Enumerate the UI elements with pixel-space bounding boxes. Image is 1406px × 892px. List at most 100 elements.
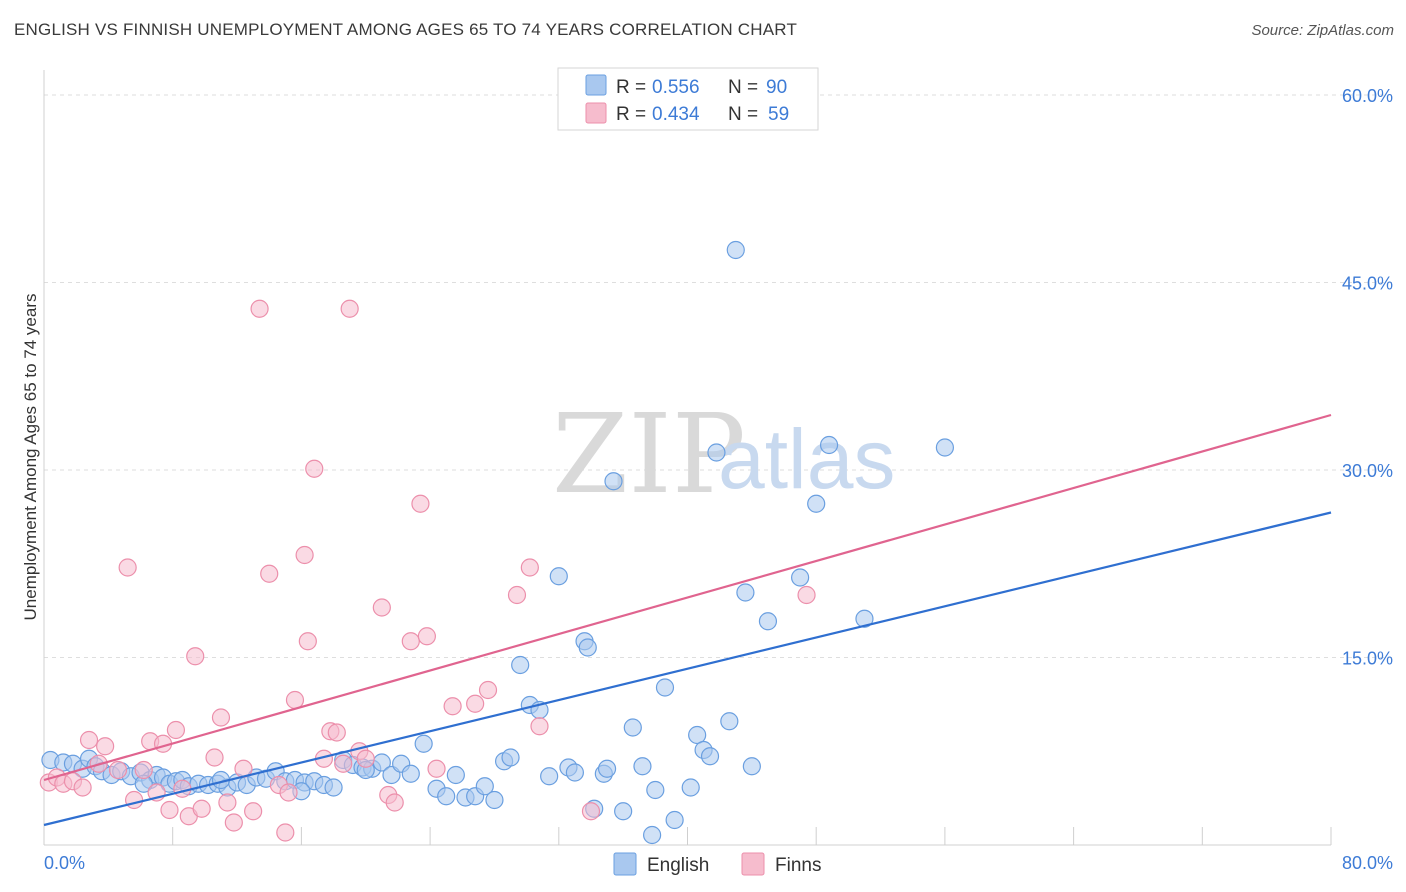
english-point [446, 765, 465, 785]
finns-point [385, 793, 404, 812]
finns-point [79, 730, 99, 750]
bottom-legend: English Finns [613, 852, 821, 876]
finns-point [276, 823, 295, 842]
english-point [614, 802, 633, 821]
english-point [855, 609, 874, 628]
legend: R = 0.556 N = 90 R = 0.434 N = 59 [557, 67, 819, 131]
finns-point [205, 748, 224, 767]
finns-point [417, 627, 436, 646]
english-point [597, 759, 617, 778]
finns-point [334, 754, 353, 773]
english-point [646, 780, 665, 800]
finns-point [507, 585, 527, 605]
english-point [633, 757, 652, 776]
finns-point [186, 647, 205, 666]
english-points [41, 240, 955, 845]
english-point [540, 767, 559, 786]
english-point [791, 568, 810, 587]
source-label: Source: ZipAtlas.com [1251, 22, 1394, 39]
finns-point [411, 494, 430, 513]
finns-point [401, 632, 420, 651]
english-point [935, 438, 955, 457]
y-tick-label: 30.0% [1342, 461, 1393, 481]
finns-point [305, 459, 324, 478]
english-point [475, 777, 494, 796]
english-point [681, 778, 700, 797]
finns-point [224, 813, 243, 832]
finns-point [160, 800, 179, 820]
gridlines [44, 94, 1392, 658]
x-tick-label-max: 80.0% [1342, 853, 1393, 873]
finns-point [166, 720, 186, 740]
english-point [807, 494, 826, 513]
trendlines [43, 413, 1332, 827]
finns-point [96, 737, 115, 756]
finns-point [260, 564, 279, 583]
y-axis-ticks: 15.0% 30.0% 45.0% 60.0% [1342, 86, 1393, 669]
finns-point [797, 585, 816, 605]
finns-point [124, 790, 144, 810]
finns-trendline [43, 413, 1332, 782]
english-point [414, 734, 433, 753]
finns-point [581, 802, 601, 821]
english-trendline [43, 511, 1332, 827]
finns-point [478, 680, 498, 700]
finns-point [372, 598, 391, 617]
finns-point [530, 717, 549, 736]
english-point [501, 748, 520, 767]
x-tick-label-min: 0.0% [44, 853, 85, 873]
legend-finns-r-value: 0.434 [652, 104, 700, 125]
finns-point [520, 558, 539, 577]
y-tick-label: 45.0% [1342, 274, 1393, 294]
english-point [578, 638, 597, 657]
legend-finns-n-label: N = [728, 104, 758, 125]
legend-finns-n-value: 59 [768, 104, 789, 125]
y-tick-label: 15.0% [1342, 649, 1393, 669]
finns-point [356, 749, 375, 768]
english-point [604, 472, 623, 491]
finns-point [340, 299, 359, 318]
english-point [437, 787, 456, 806]
y-axis-label: Unemployment Among Ages 65 to 74 years [21, 294, 40, 621]
bottom-legend-swatch-finns [741, 852, 765, 876]
finns-point [298, 632, 317, 651]
finns-points [39, 87, 816, 842]
english-point [565, 763, 584, 782]
finns-point [211, 708, 231, 727]
bottom-legend-english: English [647, 855, 709, 876]
finns-point [244, 802, 263, 821]
finns-point [134, 760, 153, 780]
english-point [688, 725, 707, 745]
legend-english-n-value: 90 [766, 77, 787, 98]
english-point [549, 567, 568, 586]
legend-english-r-label: R = [616, 77, 646, 98]
y-tick-label: 60.0% [1342, 86, 1393, 106]
finns-point [73, 778, 92, 797]
english-point [720, 712, 739, 731]
english-point [655, 678, 675, 697]
english-point [742, 757, 761, 776]
english-point [726, 240, 745, 260]
finns-point [108, 760, 128, 780]
finns-point [218, 793, 237, 812]
english-point [736, 583, 755, 602]
english-point [485, 790, 504, 810]
english-point [401, 764, 420, 783]
finns-point [466, 694, 485, 713]
finns-point [192, 799, 211, 818]
english-point [623, 718, 642, 737]
english-point [758, 612, 778, 631]
bottom-legend-swatch-english [613, 852, 637, 876]
english-point [665, 810, 684, 830]
legend-swatch-finns [585, 102, 607, 124]
chart-title: ENGLISH VS FINNISH UNEMPLOYMENT AMONG AG… [14, 20, 798, 39]
english-point [324, 778, 343, 797]
finns-point [427, 759, 446, 778]
english-point [707, 443, 726, 462]
finns-point [250, 299, 269, 318]
finns-point [327, 723, 346, 742]
english-point [643, 825, 662, 845]
legend-swatch-english [585, 74, 607, 96]
finns-point [443, 697, 462, 716]
